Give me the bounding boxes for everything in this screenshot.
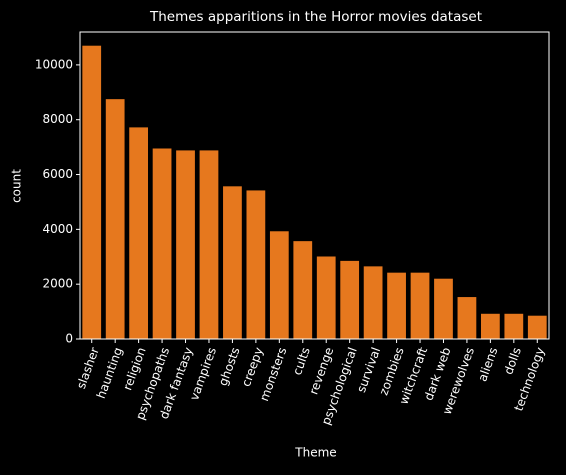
bar <box>269 231 289 339</box>
bar <box>129 127 149 339</box>
bar <box>504 313 524 339</box>
y-tick-label: 8000 <box>42 112 73 126</box>
y-tick-label: 4000 <box>42 222 73 236</box>
y-tick-label: 2000 <box>42 277 73 291</box>
bar <box>316 256 336 339</box>
bar <box>246 190 266 339</box>
bar <box>199 150 219 339</box>
bar <box>434 278 453 339</box>
chart-title: Themes apparitions in the Horror movies … <box>149 9 482 25</box>
plot-frame <box>79 31 550 340</box>
y-axis-label: count <box>10 169 24 203</box>
bar <box>410 272 430 339</box>
bar <box>176 150 195 339</box>
y-tick-label: 0 <box>65 332 73 346</box>
bar <box>152 148 172 339</box>
bar <box>363 266 383 339</box>
bar <box>105 99 125 339</box>
y-tick-label: 10000 <box>35 57 73 71</box>
bar <box>457 297 477 339</box>
bar <box>82 45 102 340</box>
bar <box>480 313 500 339</box>
bar <box>293 241 313 339</box>
bar <box>527 315 547 339</box>
x-axis-label: Theme <box>294 446 336 460</box>
bar <box>223 186 242 339</box>
bar <box>387 272 406 339</box>
y-tick-label: 6000 <box>42 167 73 181</box>
bar <box>340 260 360 339</box>
